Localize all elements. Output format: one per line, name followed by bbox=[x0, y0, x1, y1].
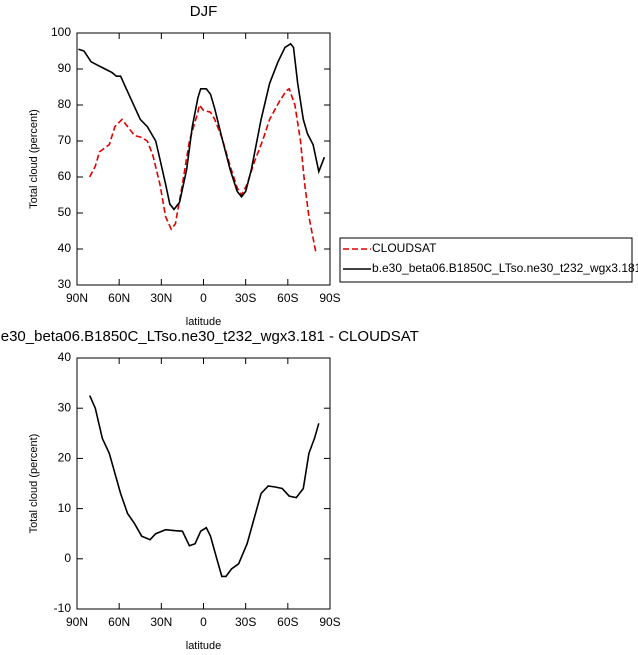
x-tick-label: 60N bbox=[108, 291, 130, 305]
x-tick-label: 30N bbox=[150, 291, 172, 305]
y-tick-label: 50 bbox=[58, 205, 72, 219]
series-line bbox=[88, 87, 317, 253]
y-tick-label: 30 bbox=[58, 277, 72, 291]
legend-label: b.e30_beta06.B1850C_LTso.ne30_t232_wgx3.… bbox=[372, 261, 638, 275]
chart-title: DJF bbox=[190, 3, 218, 20]
y-tick-label: 0 bbox=[64, 551, 71, 565]
y-tick-label: 40 bbox=[58, 350, 72, 364]
y-tick-label: 100 bbox=[51, 25, 71, 39]
y-tick-label: 30 bbox=[58, 400, 72, 414]
y-tick-label: -10 bbox=[54, 601, 72, 615]
series-line bbox=[88, 395, 320, 578]
y-tick-label: 10 bbox=[58, 501, 72, 515]
x-tick-label: 30N bbox=[150, 615, 172, 629]
x-tick-label: 30S bbox=[235, 615, 256, 629]
y-tick-label: 80 bbox=[58, 97, 72, 111]
x-axis-label: latitude bbox=[186, 316, 221, 328]
x-tick-label: 0 bbox=[200, 615, 207, 629]
y-tick-label: 70 bbox=[58, 133, 72, 147]
series-line bbox=[78, 42, 326, 211]
y-tick-label: 20 bbox=[58, 451, 72, 465]
legend-box bbox=[339, 237, 633, 283]
x-tick-label: 90N bbox=[66, 291, 88, 305]
y-tick-label: 90 bbox=[58, 61, 72, 75]
x-tick-label: 90N bbox=[66, 615, 88, 629]
plot-frame bbox=[76, 32, 331, 286]
y-axis-label: Total cloud (percent) bbox=[28, 434, 40, 534]
y-tick-label: 40 bbox=[58, 241, 72, 255]
x-axis-label: latitude bbox=[186, 640, 221, 652]
y-axis-label: Total cloud (percent) bbox=[28, 109, 40, 209]
plot-frame bbox=[76, 357, 331, 610]
x-tick-label: 60N bbox=[108, 615, 130, 629]
legend-label: CLOUDSAT bbox=[372, 241, 437, 255]
x-tick-label: 90S bbox=[319, 291, 340, 305]
chart-title: b.e30_beta06.B1850C_LTso.ne30_t232_wgx3.… bbox=[0, 328, 419, 345]
y-tick-label: 60 bbox=[58, 169, 72, 183]
x-tick-label: 90S bbox=[319, 615, 340, 629]
x-tick-label: 60S bbox=[277, 615, 298, 629]
x-tick-label: 60S bbox=[277, 291, 298, 305]
x-tick-label: 0 bbox=[200, 291, 207, 305]
x-tick-label: 30S bbox=[235, 291, 256, 305]
